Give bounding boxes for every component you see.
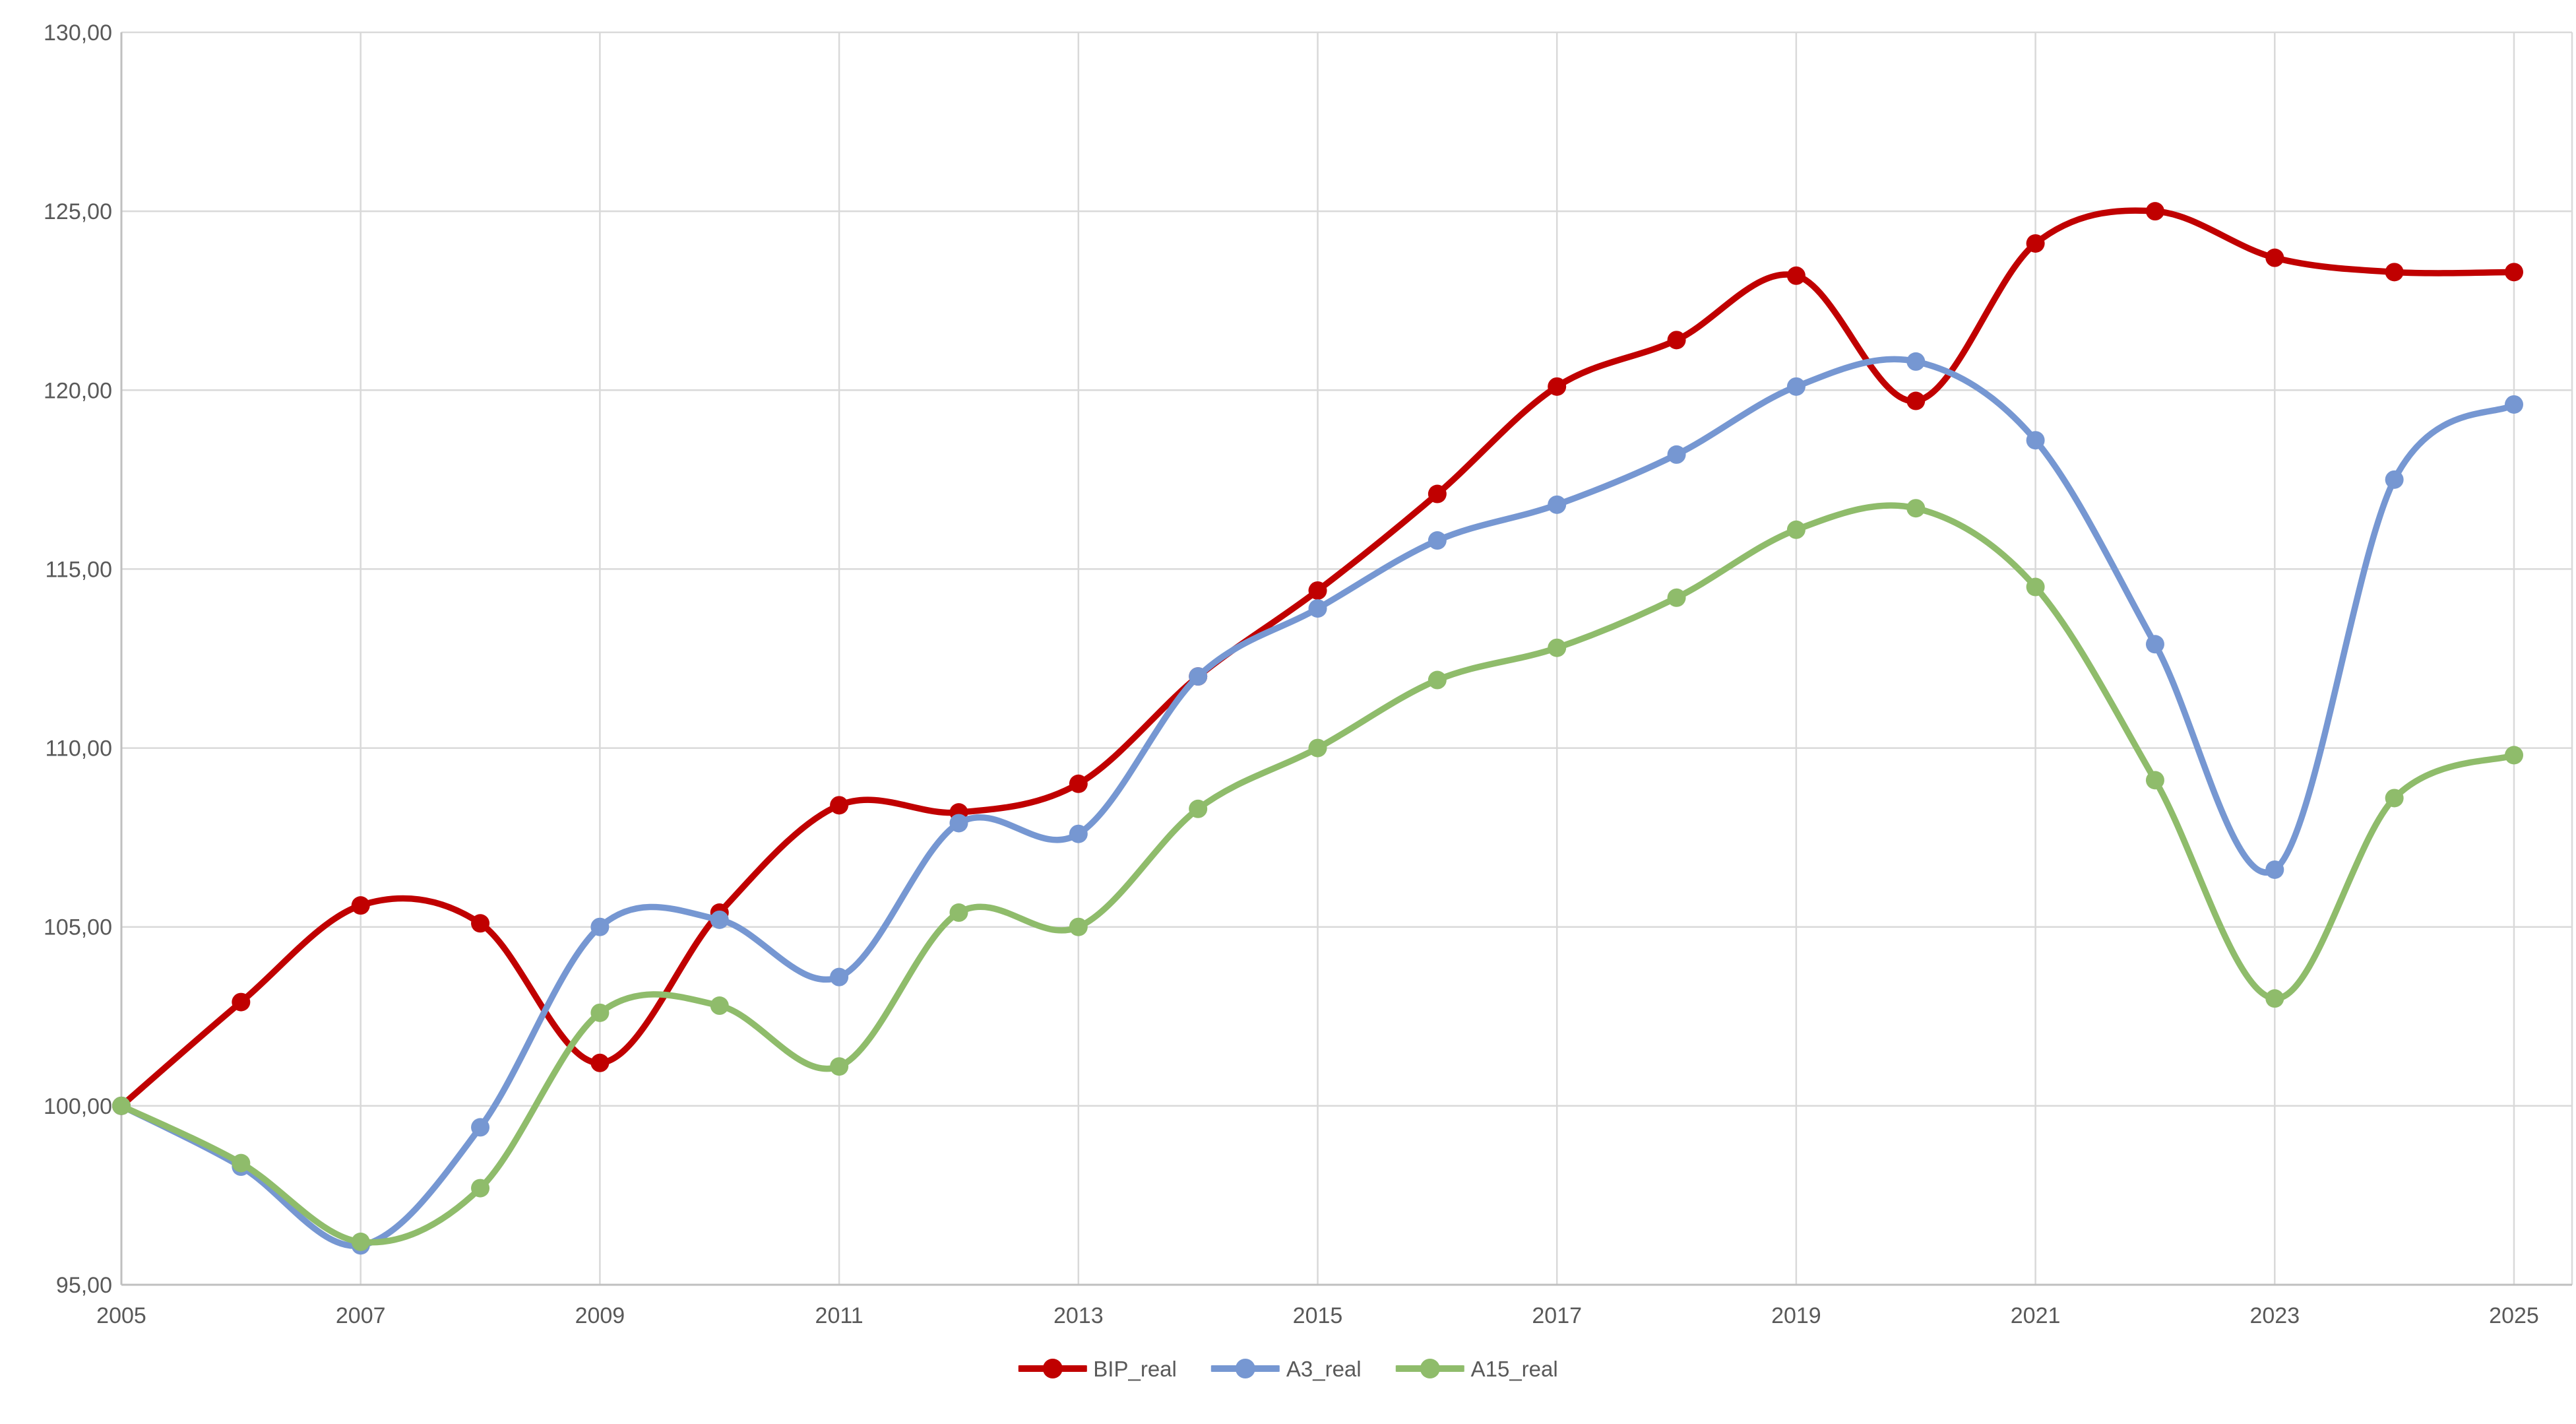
legend-label-bip-real: BIP_real: [1093, 1356, 1177, 1381]
data-point-BIP_real: [2505, 263, 2523, 282]
y-tick-label: 115,00: [46, 557, 112, 582]
data-point-A3_real: [2385, 470, 2404, 489]
legend-item-bip-real: BIP_real: [1018, 1357, 1177, 1380]
legend-dot: [1235, 1359, 1255, 1378]
data-point-A15_real: [1667, 588, 1686, 607]
data-point-A3_real: [949, 814, 968, 833]
data-point-A15_real: [112, 1096, 131, 1115]
data-point-BIP_real: [2385, 263, 2404, 282]
legend-marker-a15-real-icon: [1395, 1359, 1464, 1378]
data-point-A15_real: [232, 1153, 251, 1173]
data-point-A15_real: [1548, 638, 1567, 657]
data-point-A15_real: [949, 903, 968, 922]
data-point-BIP_real: [590, 1053, 610, 1072]
data-point-A15_real: [830, 1057, 849, 1076]
y-tick-label: 125,00: [44, 199, 112, 224]
y-tick-label: 95,00: [56, 1273, 112, 1298]
x-tick-label: 2019: [1771, 1303, 1821, 1328]
x-tick-label: 2011: [815, 1303, 864, 1328]
data-point-A15_real: [590, 1003, 610, 1022]
data-point-BIP_real: [351, 896, 370, 915]
legend-item-a15-real: A15_real: [1395, 1356, 1558, 1381]
data-point-BIP_real: [2026, 234, 2045, 253]
data-point-A3_real: [1906, 352, 1926, 371]
x-tick-label: 2013: [1053, 1303, 1104, 1328]
data-point-A15_real: [2385, 789, 2404, 808]
data-point-A15_real: [471, 1179, 490, 1198]
x-tick-label: 2009: [575, 1303, 625, 1328]
data-point-A15_real: [710, 996, 729, 1016]
data-point-A3_real: [2026, 431, 2045, 450]
data-point-BIP_real: [2145, 202, 2164, 221]
data-point-A15_real: [1308, 738, 1327, 758]
data-point-BIP_real: [1069, 774, 1088, 793]
data-point-BIP_real: [1308, 581, 1327, 600]
data-point-A3_real: [2145, 635, 2164, 654]
data-point-BIP_real: [232, 992, 251, 1012]
data-point-A3_real: [1428, 531, 1447, 550]
data-point-A15_real: [1189, 799, 1208, 818]
x-tick-label: 2023: [2249, 1303, 2300, 1328]
data-point-A3_real: [1667, 445, 1686, 464]
legend-marker-a3-real-icon: [1210, 1359, 1280, 1378]
data-point-A3_real: [1189, 667, 1208, 686]
data-point-BIP_real: [471, 914, 490, 933]
legend-label-a3-real: A3_real: [1286, 1356, 1362, 1381]
y-tick-label: 110,00: [46, 736, 112, 761]
legend-dot: [1420, 1359, 1440, 1378]
data-point-A15_real: [2505, 746, 2523, 765]
data-point-A15_real: [1906, 499, 1926, 518]
data-point-A15_real: [1069, 917, 1088, 936]
data-point-A15_real: [351, 1232, 370, 1251]
data-point-A3_real: [1786, 377, 1806, 396]
data-point-A15_real: [2026, 577, 2045, 597]
data-point-BIP_real: [830, 796, 849, 815]
data-point-BIP_real: [1667, 331, 1686, 350]
data-point-A3_real: [1069, 824, 1088, 843]
data-point-A3_real: [1548, 495, 1567, 514]
x-tick-label: 2025: [2489, 1303, 2539, 1328]
legend-dot: [1042, 1359, 1063, 1378]
x-tick-label: 2021: [2011, 1303, 2061, 1328]
data-point-A3_real: [710, 910, 729, 929]
x-tick-label: 2007: [336, 1303, 386, 1328]
data-point-BIP_real: [1786, 266, 1806, 285]
data-point-BIP_real: [1906, 391, 1926, 410]
data-point-BIP_real: [2265, 248, 2284, 267]
data-point-A3_real: [2505, 395, 2523, 414]
legend-label-a15-real: A15_real: [1470, 1356, 1558, 1381]
legend-marker-bip-real-icon: [1018, 1359, 1087, 1378]
data-point-A15_real: [1428, 670, 1447, 690]
x-tick-label: 2005: [96, 1303, 146, 1328]
data-point-A15_real: [2145, 771, 2164, 790]
data-point-A3_real: [471, 1118, 490, 1137]
data-point-BIP_real: [1548, 377, 1567, 396]
y-tick-label: 100,00: [44, 1094, 112, 1119]
legend-item-a3-real: A3_real: [1210, 1356, 1362, 1381]
data-point-A15_real: [2265, 989, 2284, 1008]
y-tick-label: 120,00: [44, 378, 112, 403]
data-point-A3_real: [1308, 599, 1327, 618]
x-tick-label: 2017: [1532, 1303, 1582, 1328]
data-point-A3_real: [2265, 860, 2284, 879]
x-tick-label: 2015: [1293, 1303, 1343, 1328]
data-point-BIP_real: [1428, 484, 1447, 503]
y-tick-label: 130,00: [44, 20, 112, 46]
data-point-A3_real: [590, 917, 610, 936]
data-point-A15_real: [1786, 520, 1806, 539]
series-line-A3_real: [118, 356, 2517, 1249]
chart-legend: BIP_real A3_real A15_real: [1018, 1356, 1558, 1381]
data-point-A3_real: [830, 967, 849, 987]
y-tick-label: 105,00: [44, 915, 112, 940]
